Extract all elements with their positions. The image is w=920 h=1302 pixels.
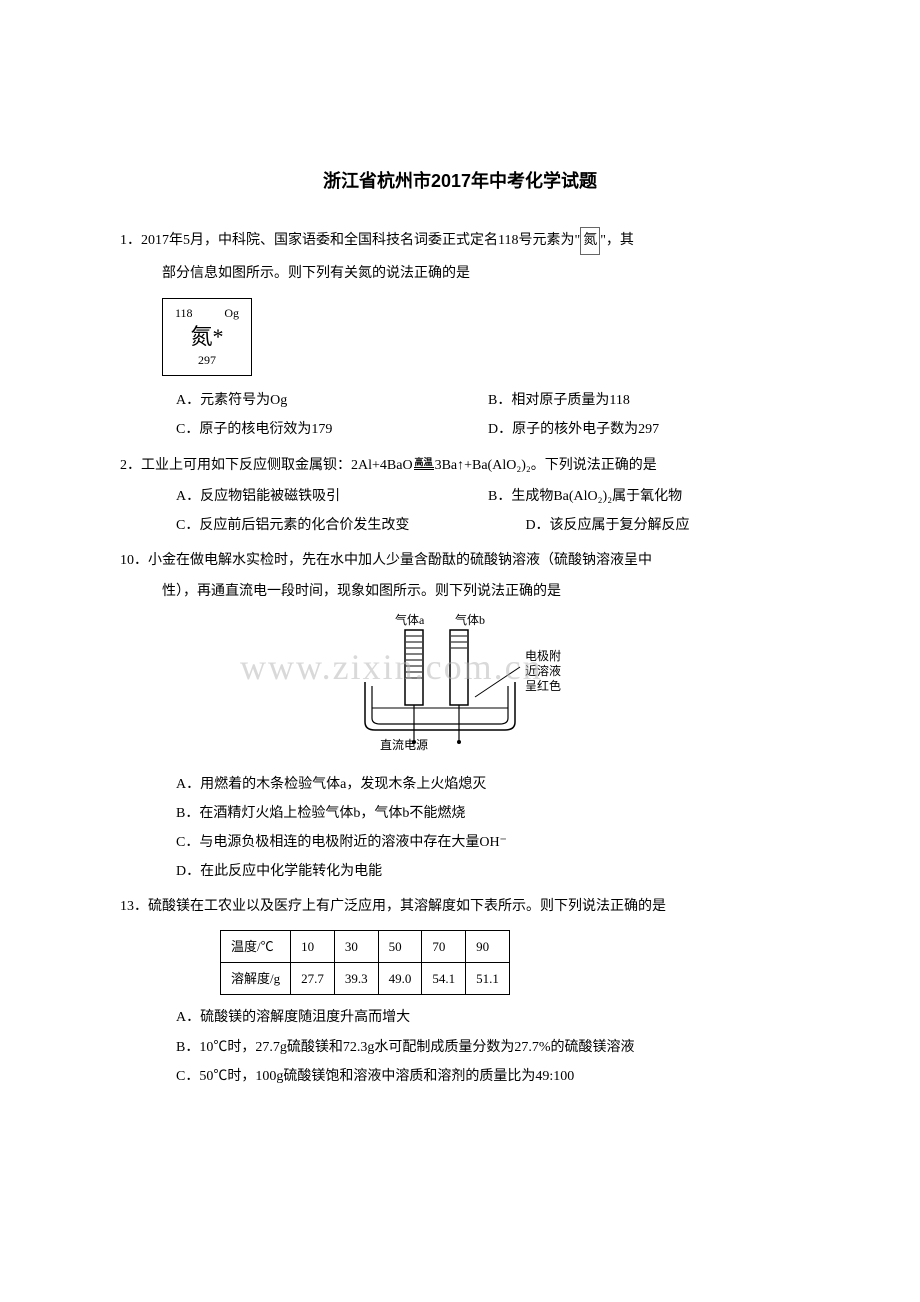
q1-opt-c: C．原子的核电衍效为179: [176, 417, 488, 442]
q1-line1: 1．2017年5月，中科院、国家语委和全国科技名词委正式定名118号元素为"氮"…: [120, 227, 800, 254]
q2-line: 2．工业上可用如下反应侧取金属钡：2Al+4BaO高温3Ba↑+Ba(AlO₂)…: [120, 453, 800, 478]
q1-num: 1．: [120, 233, 141, 248]
q2-opt-a: A．反应物铝能被磁铁吸引: [176, 484, 488, 509]
th-temp: 温度/℃: [221, 930, 291, 962]
table-row: 溶解度/g 27.7 39.3 49.0 54.1 51.1: [221, 962, 510, 994]
gas-b-label: 气体b: [455, 612, 485, 627]
th-10: 10: [291, 930, 335, 962]
q2-text-a: 工业上可用如下反应侧取金属钡：2Al+4BaO: [141, 458, 413, 473]
th-50: 50: [378, 930, 422, 962]
red-label-2: 近溶液: [525, 663, 561, 678]
q2-opt-c: C．反应前后铝元素的化合价发生改变: [176, 513, 525, 538]
element-char-icon: 氮: [580, 227, 600, 254]
th-90: 90: [466, 930, 510, 962]
td-v5: 51.1: [466, 962, 510, 994]
atomic-number: 118: [175, 305, 193, 322]
q2-num: 2．: [120, 458, 141, 473]
q10-opt-c: C．与电源负极相连的电极附近的溶液中存在大量OH⁻: [176, 830, 800, 855]
td-v3: 49.0: [378, 962, 422, 994]
q1-opt-d: D．原子的核外电子数为297: [488, 417, 800, 442]
reaction-condition-icon: 高温: [414, 459, 434, 471]
q1-opt-a: A．元素符号为Og: [176, 388, 488, 413]
q10-line1: 10．小金在做电解水实检时，先在水中加人少量含酚酞的硫酸钠溶液（硫酸钠溶液呈中: [120, 548, 800, 573]
gas-a-label: 气体a: [395, 612, 425, 627]
q10-line2: 性），再通直流电一段时间，现象如图所示。则下列说法正确的是: [120, 579, 800, 604]
page-title: 浙江省杭州市2017年中考化学试题: [120, 165, 800, 197]
td-v2: 39.3: [334, 962, 378, 994]
q10-text1: 小金在做电解水实检时，先在水中加人少量含酚酞的硫酸钠溶液（硫酸钠溶液呈中: [148, 553, 652, 568]
red-label-3: 呈红色: [525, 678, 561, 693]
q2-text-b: 3Ba↑+Ba(AlO₂)₂。下列说法正确的是: [435, 458, 657, 473]
q13-opt-b: B．10℃时，27.7g硫酸镁和72.3g水可配制成质量分数为27.7%的硫酸镁…: [176, 1035, 800, 1060]
td-sol: 溶解度/g: [221, 962, 291, 994]
atomic-mass: 297: [171, 352, 243, 369]
q10-opt-d: D．在此反应中化学能转化为电能: [176, 859, 800, 884]
q13-num: 13．: [120, 899, 148, 914]
q10-num: 10．: [120, 553, 148, 568]
q1-opt-b: B．相对原子质量为118: [488, 388, 800, 413]
q2-opt-d: D．该反应属于复分解反应: [525, 513, 800, 538]
element-name-cn: 氮*: [171, 322, 243, 353]
th-70: 70: [422, 930, 466, 962]
q13-line: 13．硫酸镁在工农业以及医疗上有广泛应用，其溶解度如下表所示。则下列说法正确的是: [120, 894, 800, 919]
element-symbol: Og: [224, 305, 239, 322]
q10-opt-b: B．在酒精灯火焰上检验气体b，气体b不能燃烧: [176, 801, 800, 826]
q13-opt-c: C．50℃时，100g硫酸镁饱和溶液中溶质和溶剂的质量比为49:100: [176, 1064, 800, 1089]
q13-opt-a: A．硫酸镁的溶解度随沮度升高而增大: [176, 1005, 800, 1030]
td-v4: 54.1: [422, 962, 466, 994]
solubility-table: 温度/℃ 10 30 50 70 90 溶解度/g 27.7 39.3 49.0…: [220, 930, 510, 996]
periodic-element-box: 118 Og 氮* 297: [162, 298, 252, 376]
th-30: 30: [334, 930, 378, 962]
electrolysis-diagram: 气体a 气体b 直流电源 电极附 近溶液 呈红色: [120, 612, 800, 761]
red-label-1: 电极附: [525, 649, 561, 663]
q10-opt-a: A．用燃着的木条检验气体a，发现木条上火焰熄灭: [176, 772, 800, 797]
power-source-label: 直流电源: [380, 738, 428, 752]
q1-line2: 部分信息如图所示。则下列有关氮的说法正确的是: [120, 261, 800, 286]
table-row: 温度/℃ 10 30 50 70 90: [221, 930, 510, 962]
td-v1: 27.7: [291, 962, 335, 994]
q2-opt-b: B．生成物Ba(AlO₂)₂属于氧化物: [488, 484, 800, 509]
q1-text1b: "，其: [600, 233, 634, 248]
q1-text1a: 2017年5月，中科院、国家语委和全国科技名词委正式定名118号元素为": [141, 233, 580, 248]
q13-text: 硫酸镁在工农业以及医疗上有广泛应用，其溶解度如下表所示。则下列说法正确的是: [148, 899, 666, 914]
